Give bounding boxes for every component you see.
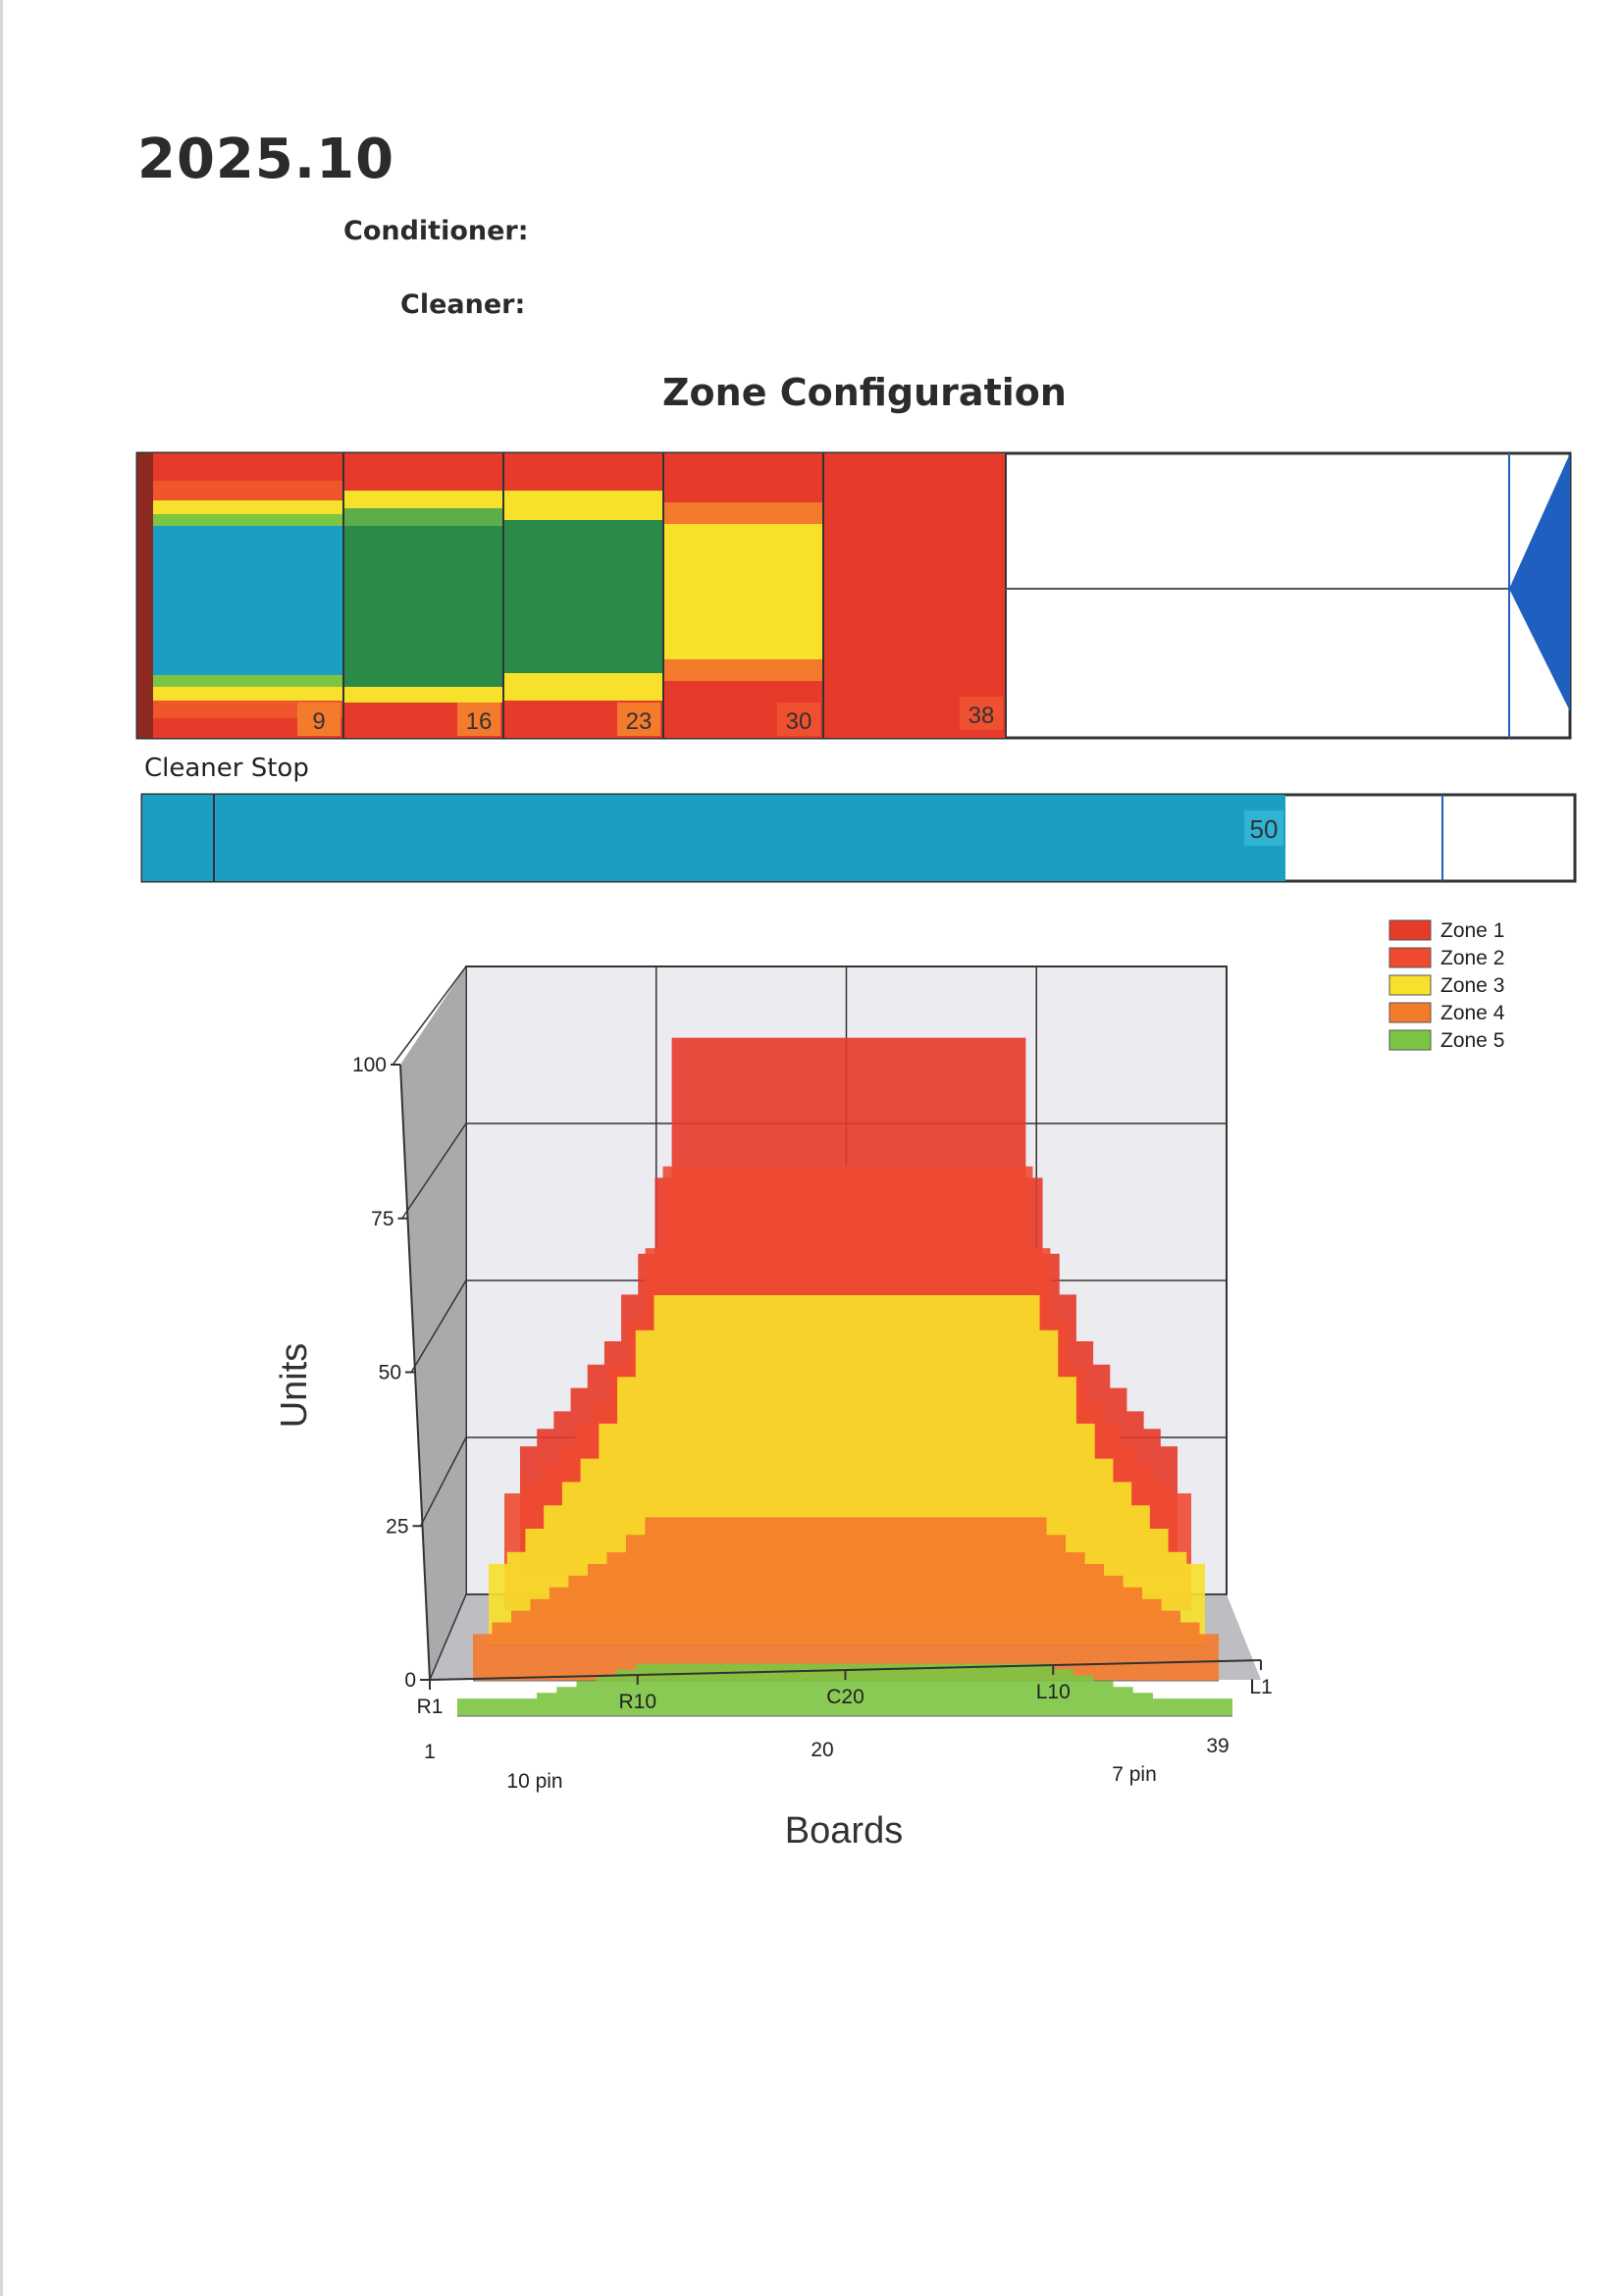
zone-section-3 xyxy=(503,453,663,738)
zone-section-5 xyxy=(823,453,1006,738)
document-date: 2025.10 xyxy=(137,128,395,191)
scan-edge xyxy=(0,0,3,2296)
y-axis-label: Units xyxy=(274,1343,315,1429)
board-number: 1 xyxy=(424,1741,436,1763)
gridline-side xyxy=(429,1593,467,1681)
legend-label: Zone 2 xyxy=(1440,947,1504,969)
x-tick-label: R1 xyxy=(417,1696,444,1718)
cleaner-stop-value: 50 xyxy=(1250,814,1279,844)
gridline-side xyxy=(401,1122,467,1220)
pin-deck-arrow-icon xyxy=(1509,453,1570,711)
pin-annotation: 7 pin xyxy=(1112,1763,1157,1786)
x-axis-label: Boards xyxy=(785,1810,903,1852)
legend-swatch xyxy=(1388,1029,1432,1051)
y-tick-label: 100 xyxy=(352,1054,387,1076)
zone-areas xyxy=(457,1037,1232,1717)
area-zone-4 xyxy=(473,1517,1219,1681)
area-zone-5 xyxy=(457,1663,1232,1716)
x-tick-label: L10 xyxy=(1036,1681,1071,1703)
stop-value-box xyxy=(1244,810,1283,846)
x-tick-label: C20 xyxy=(826,1686,864,1708)
y-axis: 0 25 50 75 100 xyxy=(352,1054,431,1692)
zone-marker: 30 xyxy=(786,708,812,735)
legend-label: Zone 3 xyxy=(1440,974,1504,997)
cleaner-stop-label: Cleaner Stop xyxy=(144,754,309,783)
legend-swatch xyxy=(1388,947,1432,968)
legend-label: Zone 1 xyxy=(1440,919,1504,942)
chart-legend: Zone 1 Zone 2 Zone 3 Zone 4 Zone 5 xyxy=(1388,919,1505,1052)
zone-markers: 9 16 23 30 38 xyxy=(297,697,1003,736)
x-axis: R1 R10 C20 L10 L1 xyxy=(417,1659,1273,1718)
marker-box xyxy=(960,697,1003,730)
x-tick-label: L1 xyxy=(1249,1676,1272,1698)
y-tick-label: 0 xyxy=(404,1669,416,1692)
gridline-side xyxy=(410,1279,467,1373)
zone-marker: 38 xyxy=(969,703,995,729)
gridline-side xyxy=(392,965,467,1066)
legend-swatch xyxy=(1388,1002,1432,1023)
cleaner-stop-fill xyxy=(142,795,1285,881)
marker-box xyxy=(777,703,820,736)
zone-configuration-lane: 9 16 23 30 38 xyxy=(135,451,1572,740)
left-wall xyxy=(400,966,466,1680)
zone-marker: 16 xyxy=(466,708,493,735)
zone-marker: 9 xyxy=(312,708,325,735)
legend-label: Zone 5 xyxy=(1440,1029,1504,1052)
cleaner-stop-bar: 50 xyxy=(140,793,1577,883)
conditioner-label: Conditioner: xyxy=(343,216,529,246)
legend-swatch xyxy=(1388,919,1432,941)
x-tick-label: R10 xyxy=(618,1691,656,1713)
gridline-side xyxy=(419,1436,467,1527)
section-dividers xyxy=(342,453,1007,738)
y-tick-label: 25 xyxy=(386,1515,408,1538)
zone-section-2 xyxy=(343,453,503,738)
cleaner-label: Cleaner: xyxy=(400,289,526,320)
zone-section-1 xyxy=(137,453,343,738)
legend-swatch xyxy=(1388,974,1432,996)
pin-annotation: 10 pin xyxy=(506,1770,562,1793)
board-number: 20 xyxy=(811,1739,833,1761)
zone-marker: 23 xyxy=(626,708,653,735)
marker-box xyxy=(457,703,500,736)
marker-box xyxy=(617,703,660,736)
y-tick-label: 75 xyxy=(371,1208,393,1230)
legend-label: Zone 4 xyxy=(1440,1002,1505,1024)
zone-section-4 xyxy=(663,453,823,738)
y-tick-label: 50 xyxy=(379,1362,401,1384)
marker-box xyxy=(297,703,340,736)
board-number: 39 xyxy=(1206,1735,1229,1757)
zone-configuration-title: Zone Configuration xyxy=(662,371,1067,414)
